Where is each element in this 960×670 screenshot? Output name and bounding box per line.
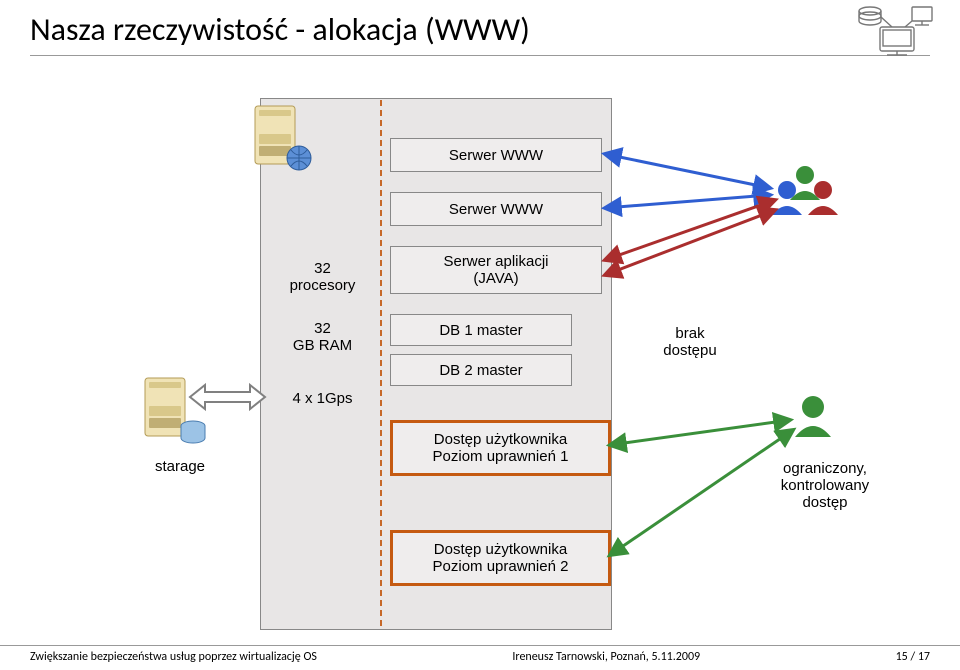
footer-center: Ireneusz Tarnowski, Poznań, 5.11.2009	[512, 650, 700, 664]
corner-icon-cluster	[850, 5, 935, 60]
spec-cpu: 32procesory	[275, 260, 370, 294]
box-db1: DB 1 master	[390, 314, 572, 346]
footer-left: Zwiększanie bezpieczeństwa usług poprzez…	[30, 650, 317, 664]
server-storage-icon	[145, 378, 205, 443]
box-www2: Serwer WWW	[390, 192, 602, 226]
label-storage: starage	[145, 458, 215, 475]
spec-ram: 32GB RAM	[275, 320, 370, 354]
partition-divider	[380, 100, 382, 626]
user-green-icon	[795, 396, 831, 437]
box-db2: DB 2 master	[390, 354, 572, 386]
label-limited-access: ograniczony,kontrolowanydostęp	[770, 460, 880, 511]
page-title: Nasza rzeczywistość - alokacja (WWW)	[30, 10, 930, 56]
box-access2: Dostęp użytkownikaPoziom uprawnień 2	[390, 530, 611, 586]
footer-right: 15 / 17	[896, 650, 930, 664]
label-no-access: brakdostępu	[650, 325, 730, 359]
diagram-area: Serwer WWW Serwer WWW Serwer aplikacji(J…	[0, 70, 960, 630]
users-icon	[772, 166, 838, 215]
box-www1: Serwer WWW	[390, 138, 602, 172]
spec-net: 4 x 1Gps	[275, 390, 370, 407]
box-access1: Dostęp użytkownikaPoziom uprawnień 1	[390, 420, 611, 476]
footer: Zwiększanie bezpieczeństwa usług poprzez…	[0, 645, 960, 664]
box-app: Serwer aplikacji(JAVA)	[390, 246, 602, 294]
